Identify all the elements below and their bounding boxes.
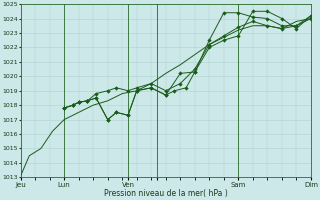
X-axis label: Pression niveau de la mer( hPa ): Pression niveau de la mer( hPa ) xyxy=(104,189,228,198)
